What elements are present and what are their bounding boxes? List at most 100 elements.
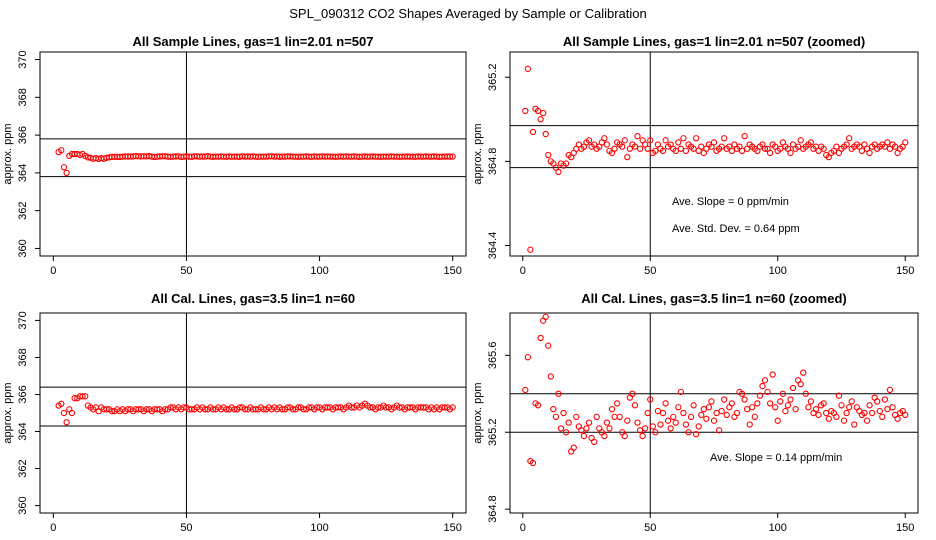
data-point — [629, 390, 636, 397]
page-title: SPL_090312 CO2 Shapes Averaged by Sample… — [289, 6, 647, 21]
data-point — [124, 406, 132, 413]
data-point — [366, 404, 374, 411]
data-point — [682, 421, 690, 428]
data-point — [659, 409, 667, 417]
data-point — [858, 147, 866, 154]
data-point — [348, 404, 355, 411]
data-point — [797, 381, 804, 388]
data-point — [570, 444, 577, 451]
data-point — [876, 407, 883, 415]
data-point — [766, 149, 774, 157]
data-point — [846, 404, 853, 411]
data-point — [636, 427, 644, 434]
data-point — [537, 334, 544, 342]
data-point — [868, 409, 876, 417]
data-point — [279, 406, 286, 413]
y-tick-label: 364 — [17, 422, 29, 440]
data-point — [721, 396, 728, 403]
data-point — [537, 116, 544, 123]
data-point — [902, 139, 909, 146]
data-point — [449, 153, 456, 160]
data-point — [284, 404, 291, 411]
y-axis-label: approx. ppm — [472, 123, 484, 184]
data-point — [815, 411, 822, 419]
data-point — [621, 432, 628, 440]
chart-title: All Cal. Lines, gas=3.5 lin=1 n=60 — [151, 291, 355, 306]
y-tick-label: 368 — [17, 88, 29, 106]
data-point — [441, 404, 448, 411]
data-point — [143, 406, 150, 413]
data-point — [601, 135, 608, 142]
data-point — [820, 400, 827, 407]
data-point — [289, 406, 297, 413]
plot-frame — [39, 51, 467, 257]
data-point — [848, 398, 855, 405]
data-point — [545, 151, 552, 159]
data-point — [524, 354, 531, 361]
data-point — [685, 429, 692, 436]
chart-panel-3: All Cal. Lines, gas=3.5 lin=1 n=60 0 50 100… — [2, 291, 467, 534]
data-point — [161, 406, 169, 413]
data-point — [705, 404, 713, 411]
data-point — [718, 407, 725, 415]
data-point — [777, 398, 784, 405]
data-point — [300, 406, 307, 413]
data-point — [654, 407, 662, 415]
data-point — [71, 395, 78, 402]
data-point — [708, 398, 715, 405]
data-point — [863, 417, 871, 424]
data-point — [135, 406, 142, 413]
data-point — [843, 141, 850, 148]
data-point — [534, 107, 542, 115]
data-point — [718, 143, 725, 150]
chart-panel-1: All Sample Lines, gas=1 lin=2.01 n=507 0 5… — [2, 34, 467, 277]
data-point — [241, 406, 249, 413]
data-point — [672, 147, 679, 154]
data-point — [631, 143, 639, 150]
data-point — [236, 404, 243, 411]
data-point — [789, 384, 797, 392]
data-point — [823, 409, 830, 417]
data-point — [866, 149, 873, 157]
data-point — [690, 145, 697, 152]
data-point — [840, 417, 848, 424]
y-tick-label: 364.8 — [487, 495, 499, 523]
data-point — [634, 132, 641, 140]
data-point — [797, 137, 804, 144]
data-point — [662, 137, 669, 144]
data-point — [382, 404, 390, 411]
data-point — [305, 404, 313, 411]
data-point — [201, 406, 209, 413]
y-tick-label: 364 — [17, 164, 29, 182]
chart-title: All Sample Lines, gas=1 lin=2.01 n=507 — [133, 34, 374, 49]
data-point — [619, 143, 626, 150]
annotation-text: Ave. Slope = 0 ppm/min — [672, 196, 789, 208]
y-tick-label: 365.2 — [487, 418, 499, 446]
data-point — [542, 313, 549, 320]
data-point — [446, 153, 454, 160]
data-point — [861, 409, 868, 417]
x-tick-label: 0 — [520, 522, 526, 534]
data-point — [624, 417, 631, 424]
data-point — [636, 145, 644, 152]
data-point — [621, 137, 628, 144]
x-tick-label: 150 — [444, 522, 462, 534]
data-point — [677, 388, 684, 395]
data-point — [680, 135, 687, 142]
data-point — [58, 147, 65, 154]
data-point — [690, 402, 697, 409]
y-tick-label: 370 — [17, 311, 29, 329]
data-point — [591, 438, 598, 445]
y-axis-label: approx. ppm — [2, 123, 14, 184]
y-tick-label: 360 — [17, 239, 29, 257]
x-tick-label: 100 — [769, 265, 787, 277]
data-point — [153, 406, 161, 413]
y-tick-label: 365.6 — [487, 342, 499, 370]
data-point — [833, 143, 840, 150]
data-point — [550, 406, 557, 413]
data-point — [693, 135, 700, 142]
data-point — [677, 145, 684, 152]
data-point — [396, 404, 403, 411]
data-point — [756, 392, 764, 399]
